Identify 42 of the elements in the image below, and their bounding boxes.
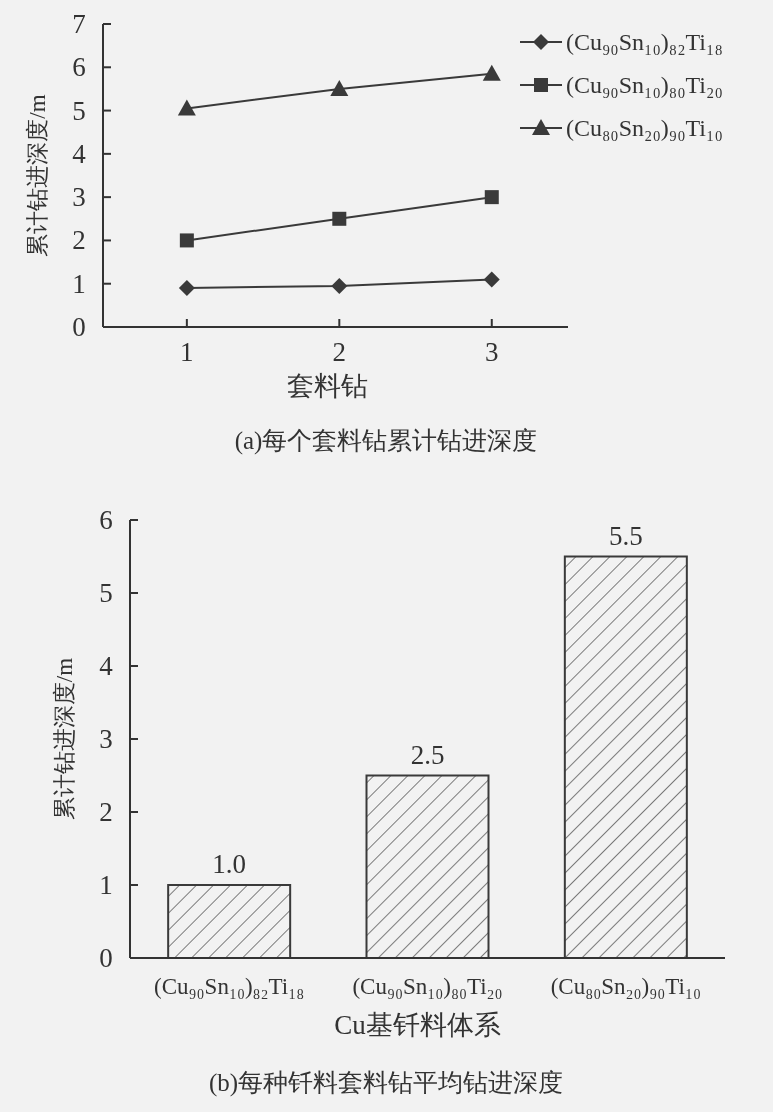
point: [482, 64, 501, 81]
x-tick-label: 3: [485, 337, 499, 367]
point: [332, 211, 347, 226]
y-tick-label: 1: [72, 268, 86, 299]
y-tick-label: 2: [72, 225, 86, 256]
y-tick-label: 7: [72, 9, 86, 39]
data-label: 2.5: [410, 739, 445, 770]
x-tick-label: 1: [180, 337, 194, 367]
data-label: 5.5: [608, 520, 643, 551]
y-tick-label: 5: [99, 578, 113, 608]
y-tick-label: 1: [99, 870, 113, 900]
x-tick-label: 2: [332, 337, 347, 367]
x-axis-title: 套料钻: [287, 371, 368, 401]
x-tick-label: (Cu₉₀Sn₁₀)₈₀Ti₂₀: [352, 974, 503, 999]
point: [331, 277, 348, 294]
y-tick-label: 6: [99, 505, 113, 535]
y-tick-label: 4: [72, 138, 87, 169]
y-tick-label: 2: [99, 797, 113, 827]
point: [330, 79, 349, 96]
y-tick-label: 0: [99, 943, 113, 973]
legend-label: (Cu₈₀Sn₂₀)₉₀Ti₁₀: [566, 115, 723, 141]
point: [177, 99, 196, 116]
y-axis-title: 累计钻进深度/m: [25, 94, 50, 257]
legend-label: (Cu₉₀Sn₁₀)₈₀Ti₂₀: [566, 72, 723, 98]
y-tick-label: 0: [72, 312, 86, 342]
y-tick-label: 5: [72, 95, 86, 126]
point: [483, 271, 500, 288]
point: [179, 233, 194, 248]
y-tick-label: 3: [72, 182, 86, 213]
x-tick-label: (Cu₉₀Sn₁₀)₈₂Ti₁₈: [154, 974, 305, 999]
y-axis-title: 累计钻进深度/m: [52, 657, 77, 821]
y-tick-label: 4: [99, 651, 114, 681]
text: (b)每种钎料套料钻平均钻进深度: [208, 1069, 564, 1097]
y-tick-label: 6: [72, 52, 86, 83]
legend-label: (Cu₉₀Sn₁₀)₈₂Ti₁₈: [566, 29, 723, 55]
x-axis-title: Cu基钎料体系: [334, 1010, 501, 1040]
text: (a)每个套料钻累计钻进深度: [234, 427, 538, 455]
point: [178, 280, 195, 297]
x-tick-label: (Cu₈₀Sn₂₀)₉₀Ti₁₀: [550, 974, 701, 999]
point: [484, 190, 499, 205]
y-tick-label: 3: [99, 724, 113, 754]
data-label: 1.0: [212, 849, 247, 879]
